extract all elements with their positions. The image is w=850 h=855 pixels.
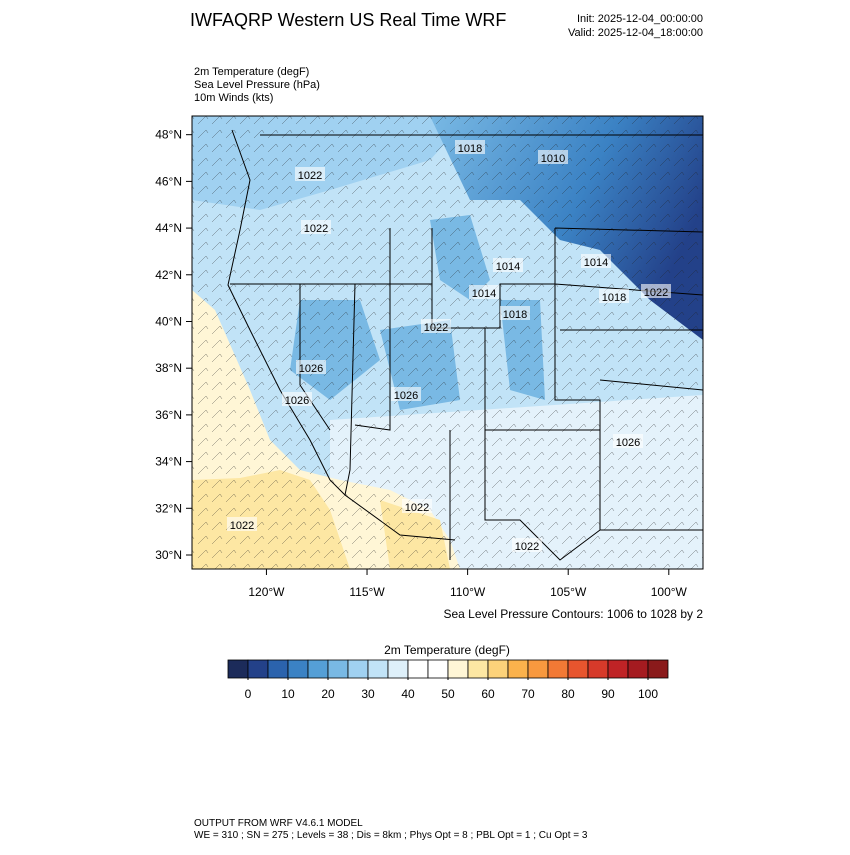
y-tick-label: 34°N	[155, 455, 182, 469]
wind-barbs	[192, 116, 703, 569]
contour-label-box	[493, 258, 523, 272]
contour-label-box	[500, 306, 530, 320]
colorbar-box	[627, 659, 649, 679]
contour-label: 1022	[644, 287, 668, 299]
y-tick-label: 46°N	[155, 174, 182, 188]
contour-label-box	[538, 150, 568, 164]
contour-label: 1026	[394, 390, 418, 402]
y-tick-label: 32°N	[155, 501, 182, 515]
contour-label: 1022	[230, 520, 254, 532]
contour-label: 1026	[299, 363, 323, 375]
colorbar-tick-label: 0	[245, 687, 252, 701]
colorbar-box	[267, 659, 289, 679]
colorbar-tick-label: 100	[638, 687, 658, 701]
colorbar-box	[387, 659, 409, 679]
colorbar-box	[467, 659, 489, 679]
colorbar-box	[247, 659, 269, 679]
footer: WE = 310 ; SN = 275 ; Levels = 38 ; Dis …	[194, 830, 588, 841]
contour-label-box	[613, 434, 643, 448]
contour-label: 1018	[602, 292, 626, 304]
contour-note: Sea Level Pressure Contours: 1006 to 102…	[444, 607, 704, 621]
contour-label-box	[295, 167, 325, 181]
contour-label-box	[227, 517, 257, 531]
colorbar-box	[407, 659, 429, 679]
colorbar-box	[587, 659, 609, 679]
colorbar-box	[607, 659, 629, 679]
contour-label: 1014	[584, 257, 608, 269]
contour-label: 1026	[285, 395, 309, 407]
colorbar-title: 2m Temperature (degF)	[384, 643, 510, 657]
y-tick-label: 30°N	[155, 548, 182, 562]
colorbar-box	[507, 659, 529, 679]
x-tick-label: 115°W	[349, 585, 385, 599]
contour-label: 1018	[458, 143, 482, 155]
contour-label: 1014	[472, 288, 496, 300]
colorbar-box	[427, 659, 449, 679]
colorbar-tick-label: 50	[441, 687, 455, 701]
valid-time: Valid: 2025-12-04_18:00:00	[568, 27, 703, 39]
colorbar-box	[487, 659, 509, 679]
colorbar-tick-label: 40	[401, 687, 415, 701]
field-label: 2m Temperature (degF)	[194, 66, 309, 78]
colorbar-box	[567, 659, 589, 679]
contour-label-box	[469, 285, 499, 299]
colorbar-tick-label: 30	[361, 687, 375, 701]
colorbar-box	[527, 659, 549, 679]
contour-label: 1018	[503, 309, 527, 321]
y-tick-label: 44°N	[155, 221, 182, 235]
contour-label-box	[421, 319, 451, 333]
y-tick-label: 36°N	[155, 408, 182, 422]
colorbar-tick-label: 10	[281, 687, 295, 701]
colorbar-box	[287, 659, 309, 679]
contour-label: 1022	[298, 170, 322, 182]
contour-label: 1010	[541, 153, 565, 165]
contour-label-box	[402, 499, 432, 513]
field-label: Sea Level Pressure (hPa)	[194, 79, 320, 91]
y-tick-label: 42°N	[155, 268, 182, 282]
field-label: 10m Winds (kts)	[194, 92, 273, 104]
contour-label-box	[512, 538, 542, 552]
contour-label: 1014	[496, 261, 520, 273]
contour-label-box	[391, 387, 421, 401]
map-frame	[191, 115, 704, 570]
colorbar-tick-label: 80	[561, 687, 575, 701]
contour-label: 1026	[616, 437, 640, 449]
contour-label-box	[599, 289, 629, 303]
x-tick-label: 105°W	[550, 585, 587, 599]
footer: OUTPUT FROM WRF V4.6.1 MODEL	[194, 818, 363, 829]
colorbar-box	[307, 659, 329, 679]
colorbar-box	[347, 659, 369, 679]
colorbar-box	[327, 659, 349, 679]
contour-label-box	[296, 360, 326, 374]
colorbar-tick-label: 60	[481, 687, 495, 701]
colorbar-tick-label: 70	[521, 687, 535, 701]
contour-label-box	[641, 284, 671, 298]
contour-label-box	[581, 254, 611, 268]
map	[192, 116, 703, 569]
colorbar-tick-label: 20	[321, 687, 335, 701]
y-tick-label: 40°N	[155, 314, 182, 328]
contour-label-box	[282, 392, 312, 406]
x-tick-label: 120°W	[248, 585, 285, 599]
contour-label-box	[455, 140, 485, 154]
y-tick-label: 48°N	[155, 128, 182, 142]
x-tick-label: 110°W	[450, 585, 486, 599]
title: IWFAQRP Western US Real Time WRF	[190, 10, 506, 30]
colorbar-box	[447, 659, 469, 679]
colorbar-box	[227, 659, 249, 679]
contour-label: 1022	[515, 541, 539, 553]
contour-label: 1022	[405, 502, 429, 514]
x-tick-label: 100°W	[651, 585, 688, 599]
colorbar-box	[647, 659, 669, 679]
contour-label: 1022	[424, 322, 448, 334]
colorbar-box	[367, 659, 389, 679]
y-tick-label: 38°N	[155, 361, 182, 375]
contour-label-box	[301, 220, 331, 234]
init-time: Init: 2025-12-04_00:00:00	[577, 13, 703, 25]
colorbar-tick-label: 90	[601, 687, 615, 701]
colorbar-box	[547, 659, 569, 679]
contour-label: 1022	[304, 223, 328, 235]
